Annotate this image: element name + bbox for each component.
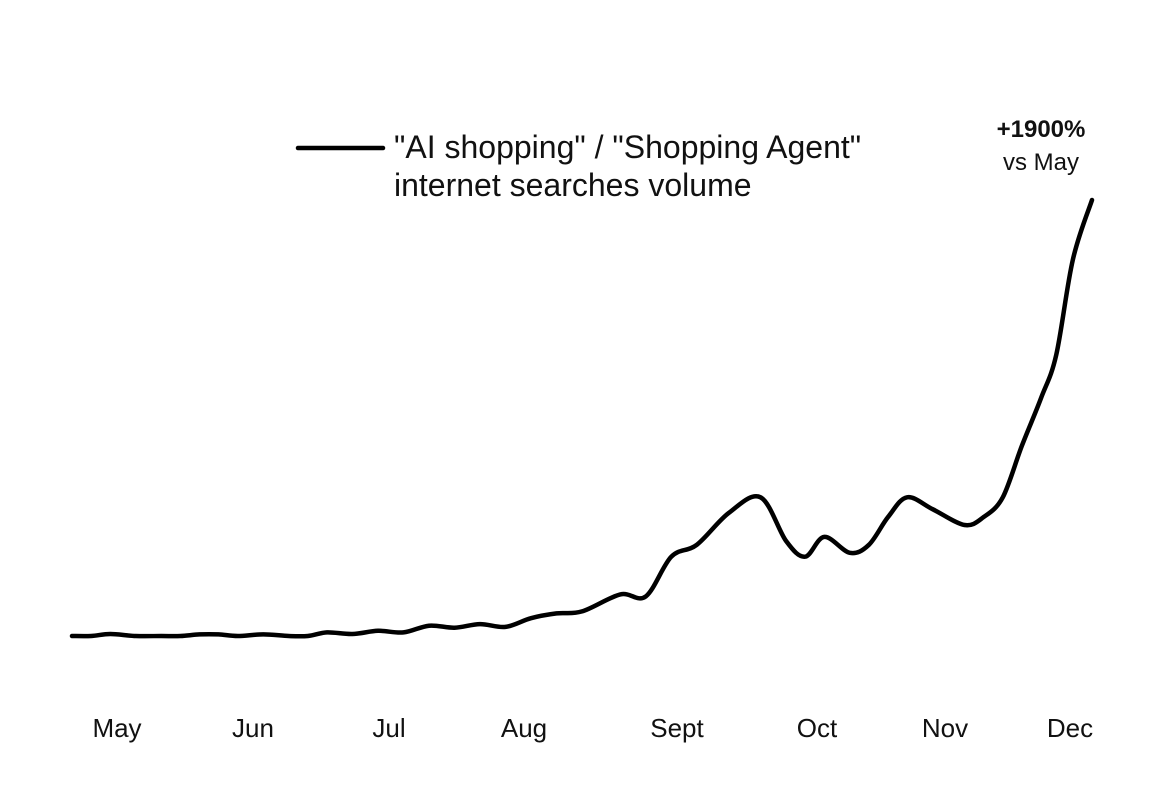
legend-label-line-2: internet searches volume	[394, 167, 752, 203]
x-tick-label-jul: Jul	[372, 713, 405, 743]
x-axis-tick-labels: May Jun Jul Aug Sept Oct Nov Dec	[92, 713, 1093, 743]
series-line	[69, 197, 1095, 639]
x-tick-label-may: May	[92, 713, 141, 743]
x-tick-label-oct: Oct	[797, 713, 838, 743]
x-tick-label-nov: Nov	[922, 713, 968, 743]
series-layer	[69, 197, 1095, 639]
legend: "AI shopping" / "Shopping Agent" interne…	[295, 129, 861, 203]
annotation-caption: vs May	[1003, 149, 1079, 176]
peak-annotation: +1900% vs May	[997, 116, 1086, 176]
x-tick-label-aug: Aug	[501, 713, 547, 743]
x-tick-label-jun: Jun	[232, 713, 274, 743]
x-tick-label-dec: Dec	[1047, 713, 1093, 743]
annotation-value: +1900%	[997, 116, 1086, 143]
x-tick-label-sept: Sept	[650, 713, 704, 743]
legend-label-line-1: "AI shopping" / "Shopping Agent"	[394, 129, 861, 165]
